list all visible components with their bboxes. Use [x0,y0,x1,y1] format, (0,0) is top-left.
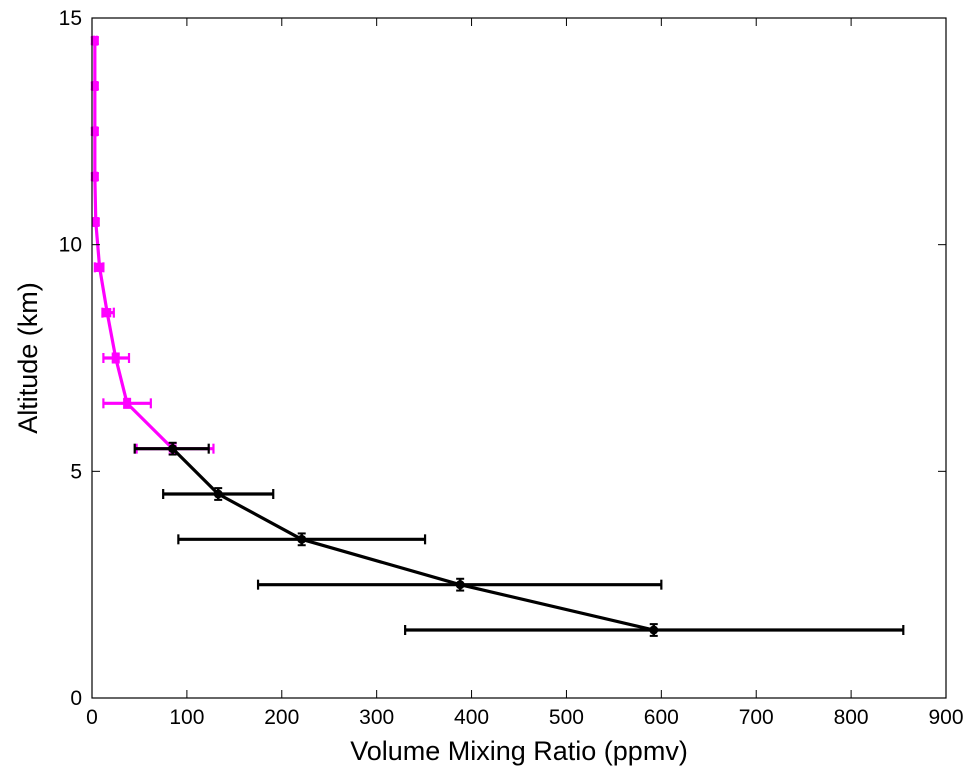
x-tick-label: 200 [264,706,299,729]
y-tick-label: 5 [70,460,82,483]
x-tick-label: 500 [549,706,584,729]
series-2 [133,441,905,637]
plot-background [92,18,946,698]
data-point [95,263,104,272]
data-point [123,399,132,408]
x-tick-label: 300 [359,706,394,729]
x-axis-label: Volume Mixing Ratio (ppmv) [350,736,688,766]
x-tick-label: 400 [454,706,489,729]
y-axis-label: Altitude (km) [13,282,43,434]
tick-layer: 0 100 200 300 400 500 600 700 800 900 0 5 10 15 [59,7,964,729]
data-point [90,36,99,45]
data-point [213,489,223,499]
y-tick-label: 10 [59,234,82,257]
data-point [111,354,120,362]
plot-frame [91,17,947,699]
x-tick-label: 900 [928,706,963,729]
data-point [103,308,112,317]
data-point [90,172,99,181]
data-point [90,82,99,90]
data-point [297,534,307,544]
data-point [168,444,178,454]
data-point [90,127,99,136]
data-point [455,580,465,590]
x-tick-label: 800 [834,706,869,729]
data-point [649,625,659,635]
x-tick-label: 600 [644,706,679,729]
x-tick-label: 700 [739,706,774,729]
data-point [91,218,100,226]
y-tick-label: 15 [59,7,82,30]
x-tick-label: 0 [86,706,98,729]
x-tick-label: 100 [169,706,204,729]
y-tick-label: 0 [70,687,82,710]
